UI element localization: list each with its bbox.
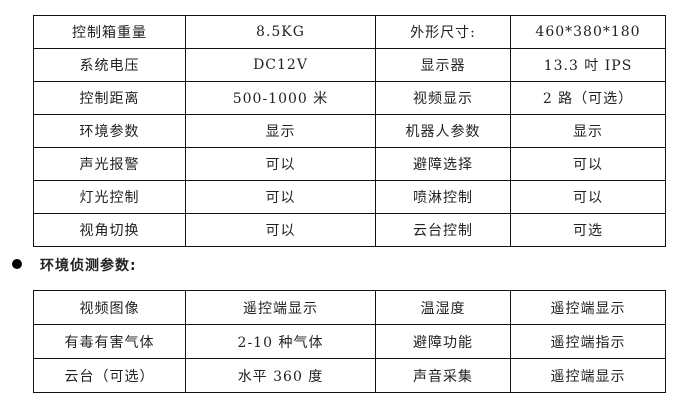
param-value: 2-10 种气体 [185,324,376,359]
param-value: 可以 [185,180,376,214]
param-label: 显示器 [375,48,511,82]
param-label: 声音采集 [375,358,511,393]
environment-table: 视频图像 遥控端显示 温湿度 遥控端显示 有毒有害气体 2-10 种气体 避障功能 遥控端指示… [33,290,666,393]
param-value: 13.3 吋 IPS [510,48,666,82]
param-label: 控制箱重量 [33,15,186,49]
param-value: 遥控端显示 [510,290,666,325]
param-value: 可以 [510,180,666,214]
param-value: DC12V [185,48,376,82]
param-value: 显示 [185,114,376,148]
param-label: 喷淋控制 [375,180,511,214]
param-value: 可以 [185,147,376,181]
param-value: 8.5KG [185,15,376,49]
param-label: 云台控制 [375,213,511,247]
table-row: 声光报警 可以 避障选择 可以 [33,147,666,181]
table-row: 有毒有害气体 2-10 种气体 避障功能 遥控端指示 [33,324,666,359]
param-label: 视频显示 [375,81,511,115]
param-label: 云台（可选） [33,358,186,393]
table-row: 视频图像 遥控端显示 温湿度 遥控端显示 [33,290,666,325]
param-label: 视频图像 [33,290,186,325]
table-row: 系统电压 DC12V 显示器 13.3 吋 IPS [33,48,666,82]
param-label: 机器人参数 [375,114,511,148]
param-value: 460*380*180 [510,15,666,49]
param-label: 温湿度 [375,290,511,325]
section-heading: 环境侦测参数: [40,258,137,274]
param-value: 遥控端显示 [185,290,376,325]
param-value: 可以 [510,147,666,181]
param-value: 遥控端指示 [510,324,666,359]
param-value: 可选 [510,213,666,247]
param-label: 有毒有害气体 [33,324,186,359]
param-value: 遥控端显示 [510,358,666,393]
table-row: 云台（可选） 水平 360 度声音采集 遥控端显示 [33,358,666,393]
spec-table-body: 控制箱重量 8.5KG 外形尺寸: 460*380*180 系统电压 DC12V 显示器 13… [33,15,666,247]
table-row: 环境参数 显示 机器人参数 显示 [33,114,666,148]
bullet-icon [12,259,22,269]
param-label: 控制距离 [33,81,186,115]
param-value: 可以 [185,213,376,247]
param-value: 水平 360 度 [185,358,376,393]
param-label: 避障功能 [375,324,511,359]
param-value: 500-1000 米 [185,81,376,115]
environment-table-body: 视频图像 遥控端显示 温湿度 遥控端显示 有毒有害气体 2-10 种气体 避障功能 遥控端指示… [33,290,666,393]
param-label: 避障选择 [375,147,511,181]
param-label: 声光报警 [33,147,186,181]
table-row: 控制距离 500-1000 米视频显示 2 路（可选） [33,81,666,115]
table-row: 视角切换 可以 云台控制 可选 [33,213,666,247]
param-label: 系统电压 [33,48,186,82]
spec-table: 控制箱重量 8.5KG 外形尺寸: 460*380*180 系统电压 DC12V 显示器 13… [33,15,666,247]
table-row: 控制箱重量 8.5KG 外形尺寸: 460*380*180 [33,15,666,49]
table-row: 灯光控制 可以 喷淋控制 可以 [33,180,666,214]
param-label: 环境参数 [33,114,186,148]
param-label: 灯光控制 [33,180,186,214]
param-label: 外形尺寸: [375,15,511,49]
param-value: 显示 [510,114,666,148]
param-value: 2 路（可选） [510,81,666,115]
param-label: 视角切换 [33,213,186,247]
